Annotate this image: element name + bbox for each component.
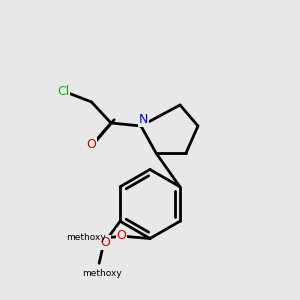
Text: O: O	[117, 229, 126, 242]
Text: O: O	[100, 236, 110, 249]
Text: methoxy: methoxy	[66, 233, 105, 242]
Text: O: O	[87, 138, 96, 151]
Text: N: N	[139, 113, 148, 126]
Text: methoxy: methoxy	[82, 269, 122, 278]
Text: Cl: Cl	[57, 85, 69, 98]
